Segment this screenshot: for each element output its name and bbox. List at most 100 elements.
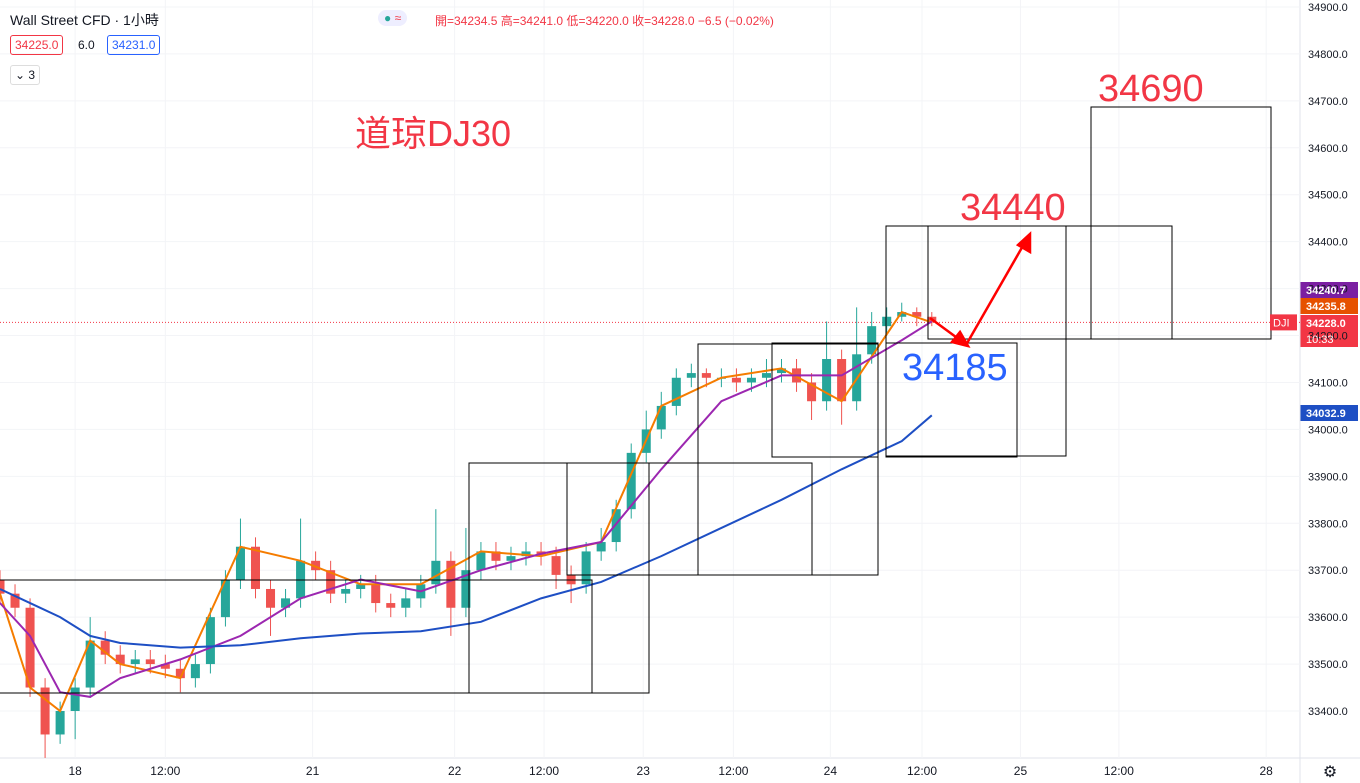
- candle-body: [0, 579, 5, 594]
- x-tick-label: 24: [824, 764, 838, 778]
- candle-body: [40, 687, 50, 735]
- candle-body: [912, 312, 922, 317]
- moving-average: [0, 320, 933, 698]
- candle-body: [671, 377, 681, 406]
- candle-body: [701, 373, 711, 378]
- annotation: 34440: [960, 187, 1066, 229]
- box: [0, 579, 593, 693]
- price-label-bg: [1300, 315, 1358, 347]
- x-tick-label: 18: [68, 764, 82, 778]
- candle-body: [235, 546, 245, 580]
- candle-body: [476, 551, 486, 571]
- candle-body: [506, 556, 516, 561]
- y-tick-label: 34200.0: [1308, 331, 1348, 343]
- candle-body: [491, 551, 501, 561]
- price-label: 34032.9: [1306, 408, 1346, 420]
- plot: [0, 302, 1300, 758]
- arrows: [929, 231, 1032, 348]
- candle-body: [115, 654, 125, 665]
- symbol-tag-bg: [1270, 314, 1297, 331]
- price-label-bg: [1300, 298, 1358, 314]
- status[interactable]: ● ≈: [378, 10, 408, 26]
- candle-body: [596, 542, 606, 552]
- arrow-head: [949, 329, 971, 348]
- candle-body: [250, 546, 260, 589]
- y-tick-label: 34700.0: [1308, 96, 1348, 108]
- box: [1090, 106, 1272, 340]
- candle-body: [581, 551, 591, 585]
- x-tick-label: 28: [1260, 764, 1274, 778]
- arrow: [964, 243, 1026, 346]
- candle-body: [401, 598, 411, 608]
- x-tick-label: 12:00: [529, 764, 559, 778]
- candle-body: [25, 607, 35, 688]
- candle-body: [70, 687, 80, 711]
- candle-body: [266, 588, 276, 608]
- price-label: 34228.0: [1306, 318, 1346, 330]
- x-tick-label: 23: [637, 764, 651, 778]
- settings-icon: ⚙: [1323, 764, 1337, 781]
- candle-body: [776, 368, 787, 374]
- candle-body: [807, 382, 817, 402]
- candle-body: [85, 640, 95, 688]
- candle-body: [611, 509, 621, 543]
- candle-body: [521, 551, 531, 557]
- candle-body: [822, 359, 832, 402]
- y-tick-label: 34400.0: [1308, 237, 1348, 249]
- candle-body: [882, 316, 892, 327]
- countdown: 10:33: [1306, 334, 1334, 346]
- spread: 6.0: [78, 38, 95, 52]
- candle-body: [356, 584, 366, 589]
- candle-body: [446, 560, 456, 608]
- symbol-tag: DJI: [1273, 317, 1290, 329]
- y-tick-label: 33600.0: [1308, 612, 1348, 624]
- candle-body: [386, 603, 396, 608]
- candle-body: [55, 711, 65, 735]
- price-label-bg: [1300, 405, 1358, 421]
- candle-body: [897, 312, 907, 317]
- box: [697, 343, 879, 576]
- candle-body: [130, 659, 140, 665]
- y-tick-label: 34500.0: [1308, 190, 1348, 202]
- candle-body: [190, 664, 200, 679]
- candle-body: [371, 584, 381, 604]
- box: [468, 462, 650, 694]
- price-label-bg: [1300, 282, 1358, 298]
- candle-body: [205, 617, 215, 665]
- x-tick-label: 21: [306, 764, 320, 778]
- y-tick-label: 33800.0: [1308, 518, 1348, 530]
- bid[interactable]: 34225.0: [10, 35, 64, 55]
- candle-body: [656, 405, 666, 430]
- x-tick-label: 25: [1014, 764, 1028, 778]
- annotation: 34185: [902, 347, 1008, 389]
- candle-body: [220, 579, 230, 618]
- price-label: 34240.7: [1306, 285, 1346, 297]
- drawings: [0, 106, 1272, 694]
- indicator-toggle[interactable]: ⌄ 3: [10, 65, 41, 85]
- box: [885, 225, 1067, 457]
- candle-body: [160, 664, 170, 669]
- x-tick-label: 22: [448, 764, 462, 778]
- candle-body: [311, 560, 321, 571]
- y-tick-label: 34800.0: [1308, 49, 1348, 61]
- y-tick-label: 33900.0: [1308, 471, 1348, 483]
- candle-body: [145, 659, 155, 665]
- candle-body: [867, 326, 877, 355]
- candle-body: [837, 359, 847, 402]
- chart-title: 道琼DJ30: [355, 113, 511, 154]
- candle-body: [326, 570, 336, 594]
- candle-body: [731, 377, 741, 383]
- box: [771, 342, 879, 458]
- box: [566, 462, 813, 576]
- candle-body: [551, 556, 561, 575]
- indicator-count: 3: [28, 68, 36, 82]
- y-tick-label: 33400.0: [1308, 706, 1348, 718]
- candle-body: [626, 452, 636, 510]
- ask[interactable]: 34231.0: [107, 35, 161, 55]
- x-tick-label: 12:00: [150, 764, 180, 778]
- candle-body: [686, 373, 696, 378]
- ohlc-legend: 開=34234.5 高=34241.0 低=34220.0 收=34228.0 …: [435, 14, 774, 28]
- price-label: 34235.8: [1306, 301, 1346, 313]
